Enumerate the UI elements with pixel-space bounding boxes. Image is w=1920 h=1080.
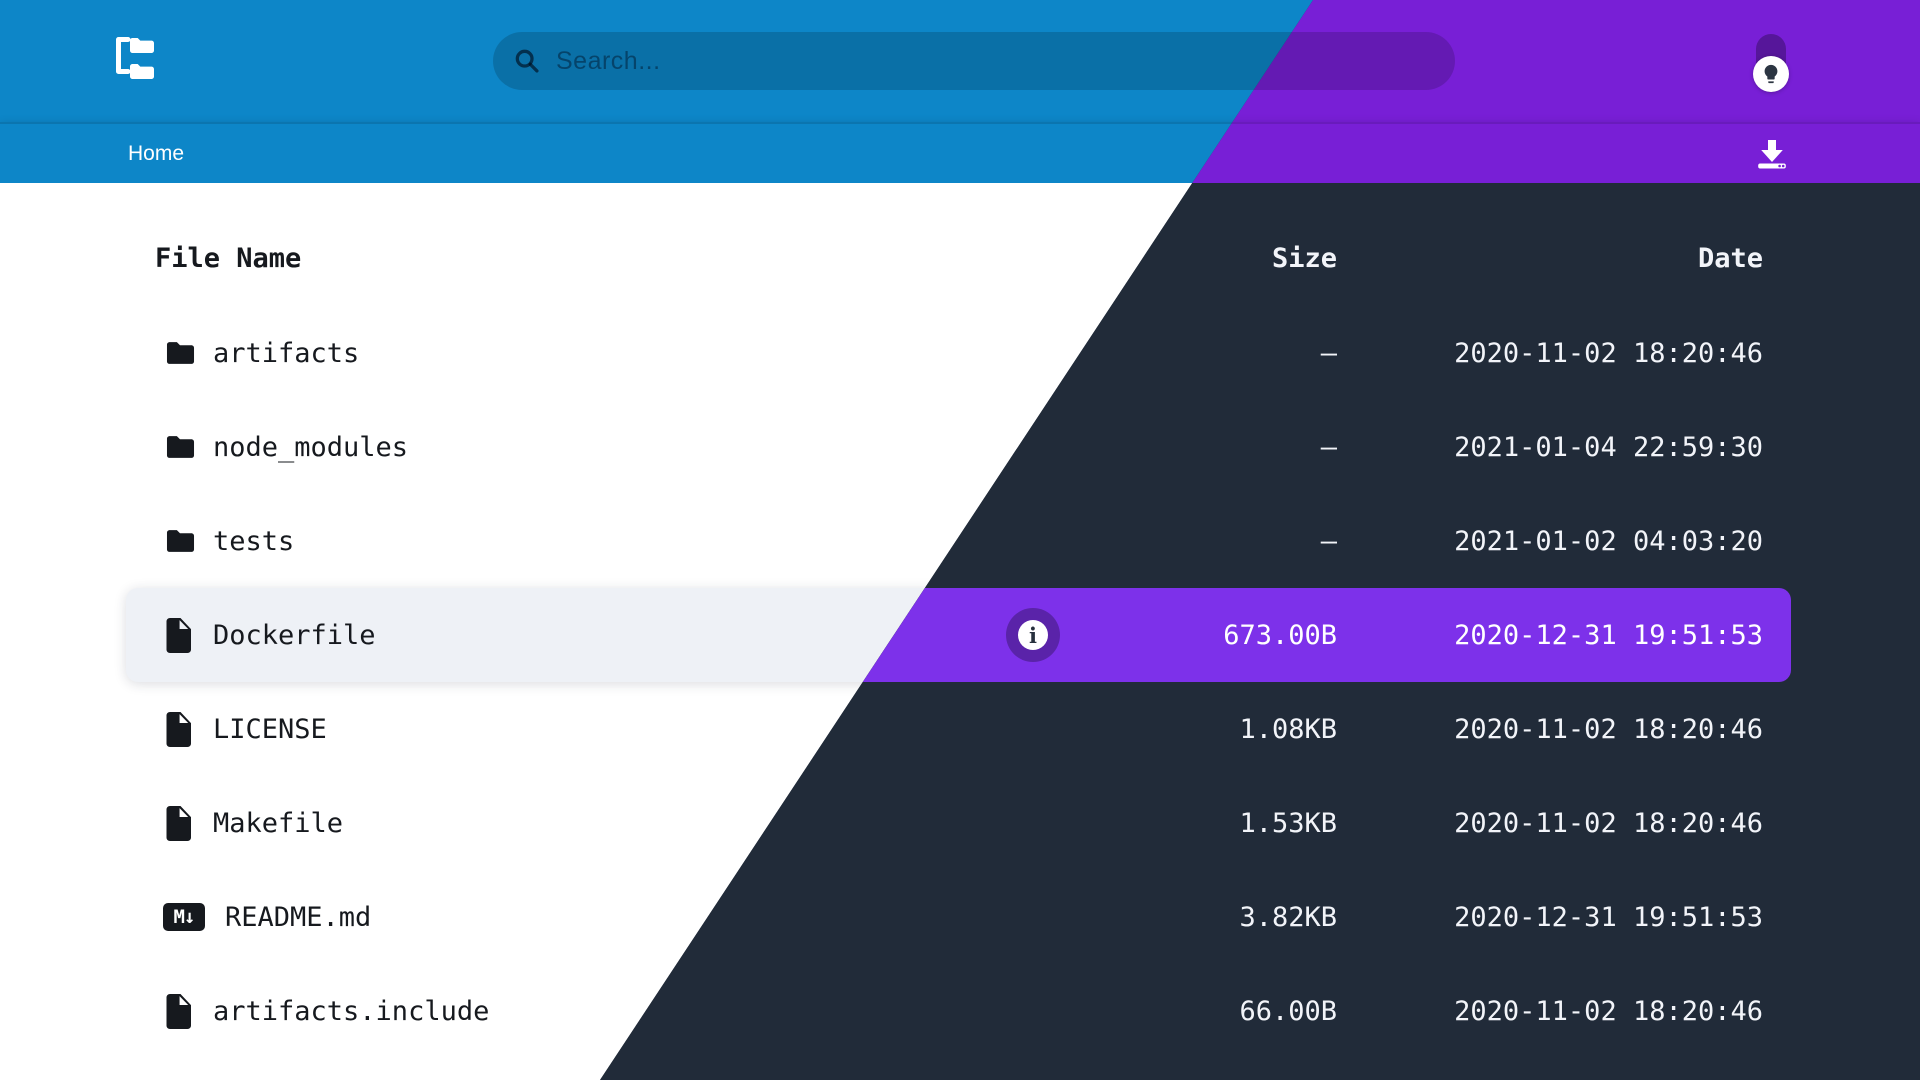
table-row[interactable]: M↓ artifacts i — 2020-11-02 18:20:46 [600, 306, 1791, 400]
file-size: 66.00B [1239, 995, 1337, 1027]
file-type-icon-slot: M↓ [163, 615, 199, 655]
table-row[interactable]: M↓ artifacts.include i 66.00B 2020-11-02… [600, 964, 1791, 1058]
theme-toggle-knob[interactable] [1753, 56, 1789, 92]
file-type-icon-slot: M↓ [163, 897, 211, 937]
folder-icon [166, 530, 195, 552]
file-name: tests [213, 525, 295, 557]
file-date: 2020-11-02 18:20:46 [1454, 807, 1763, 839]
file-name: Makefile [213, 807, 344, 839]
file-type-icon-slot: M↓ [163, 991, 199, 1031]
theme-toggle[interactable] [1753, 34, 1789, 92]
file-date: 2021-01-02 04:03:20 [1454, 525, 1763, 557]
search-icon [515, 49, 539, 73]
download-icon [1758, 140, 1786, 169]
file-date: 2021-01-04 22:59:30 [1454, 431, 1763, 463]
file-size: — [1320, 337, 1337, 369]
table-row[interactable]: M↓ tests i — 2021-01-02 04:03:20 [600, 494, 1791, 588]
file-date: 2020-11-02 18:20:46 [1454, 713, 1763, 745]
info-button[interactable]: i [1006, 608, 1060, 662]
file-name: node_modules [213, 431, 409, 463]
table-row[interactable]: M↓ node_modules i — 2021-01-04 22:59:30 [600, 400, 1791, 494]
file-date: 2020-11-02 18:20:46 [1454, 995, 1763, 1027]
search-placeholder: Search... [556, 46, 661, 75]
file-type-icon-slot: M↓ [163, 709, 199, 749]
file-icon [166, 617, 191, 653]
download-button[interactable] [1755, 138, 1789, 170]
file-icon [166, 711, 191, 747]
folder-icon [166, 436, 195, 458]
file-name: Dockerfile [213, 619, 376, 651]
table-row[interactable]: M↓ README.md i 3.82KB 2020-12-31 19:51:5… [600, 870, 1791, 964]
file-type-icon-slot: M↓ [163, 333, 199, 373]
info-icon: i [1018, 620, 1048, 650]
column-header-date[interactable]: Date [1697, 242, 1763, 274]
table-row[interactable]: M↓ Makefile i 1.53KB 2020-11-02 18:20:46 [600, 776, 1791, 870]
column-header-size[interactable]: Size [1271, 242, 1337, 274]
table-header-row: File Name Size Date [600, 183, 1791, 306]
file-icon [166, 993, 191, 1029]
file-name: LICENSE [213, 713, 327, 745]
table-row[interactable]: M↓ LICENSE i 1.08KB 2020-11-02 18:20:46 [600, 682, 1791, 776]
file-date: 2020-12-31 19:51:53 [1454, 619, 1763, 651]
file-date: 2020-11-02 18:20:46 [1454, 337, 1763, 369]
file-name: README.md [225, 901, 372, 933]
folder-icon [166, 342, 195, 364]
file-tree-logo-icon [110, 35, 156, 83]
file-type-icon-slot: M↓ [163, 521, 199, 561]
markdown-icon: M↓ [163, 903, 205, 931]
file-size: 3.82KB [1239, 901, 1337, 933]
file-type-icon-slot: M↓ [163, 427, 199, 467]
breadcrumb-home[interactable]: Home [128, 141, 185, 165]
file-name: artifacts [213, 337, 360, 369]
column-header-file-name[interactable]: File Name [155, 242, 302, 274]
lightbulb-icon [1764, 64, 1778, 84]
file-size: 673.00B [1223, 619, 1337, 651]
file-size: — [1320, 525, 1337, 557]
file-size: — [1320, 431, 1337, 463]
file-name: artifacts.include [213, 995, 490, 1027]
file-size: 1.53KB [1239, 807, 1337, 839]
file-type-icon-slot: M↓ [163, 803, 199, 843]
file-date: 2020-12-31 19:51:53 [1454, 901, 1763, 933]
file-size: 1.08KB [1239, 713, 1337, 745]
file-icon [166, 805, 191, 841]
